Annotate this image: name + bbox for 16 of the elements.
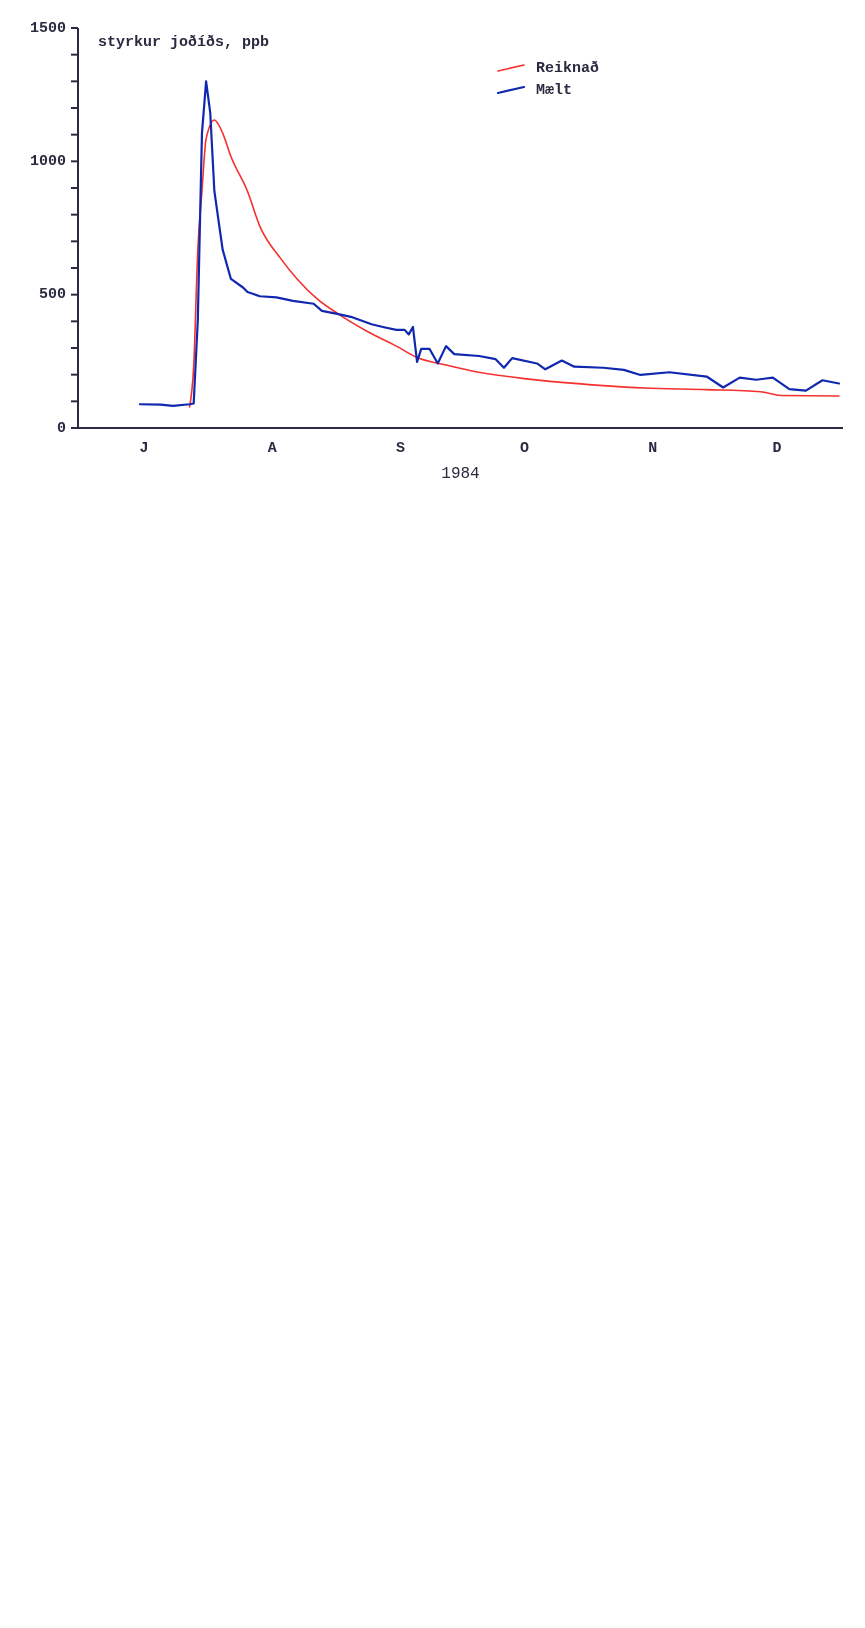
y-tick-label: 500 xyxy=(38,286,66,304)
x-tick-label: N xyxy=(648,439,658,457)
y-tick-label: 1000 xyxy=(29,152,66,170)
x-tick-label: S xyxy=(396,439,406,457)
line-series xyxy=(138,80,841,407)
x-axis-title: 1984 xyxy=(441,465,480,483)
legend-label: Mælt xyxy=(536,81,573,99)
x-tick-label: O xyxy=(520,439,530,457)
y-tick-label: 1500 xyxy=(29,19,66,37)
x-tick-label: A xyxy=(267,439,277,457)
x-tick-label: D xyxy=(772,439,782,457)
y-axis-title: styrkur joðíðs, ppb xyxy=(98,33,270,51)
legend-label: Reiknað xyxy=(536,59,600,77)
line-series xyxy=(188,119,840,408)
x-tick-label: J xyxy=(139,439,149,457)
y-tick-label: 0 xyxy=(56,419,66,437)
